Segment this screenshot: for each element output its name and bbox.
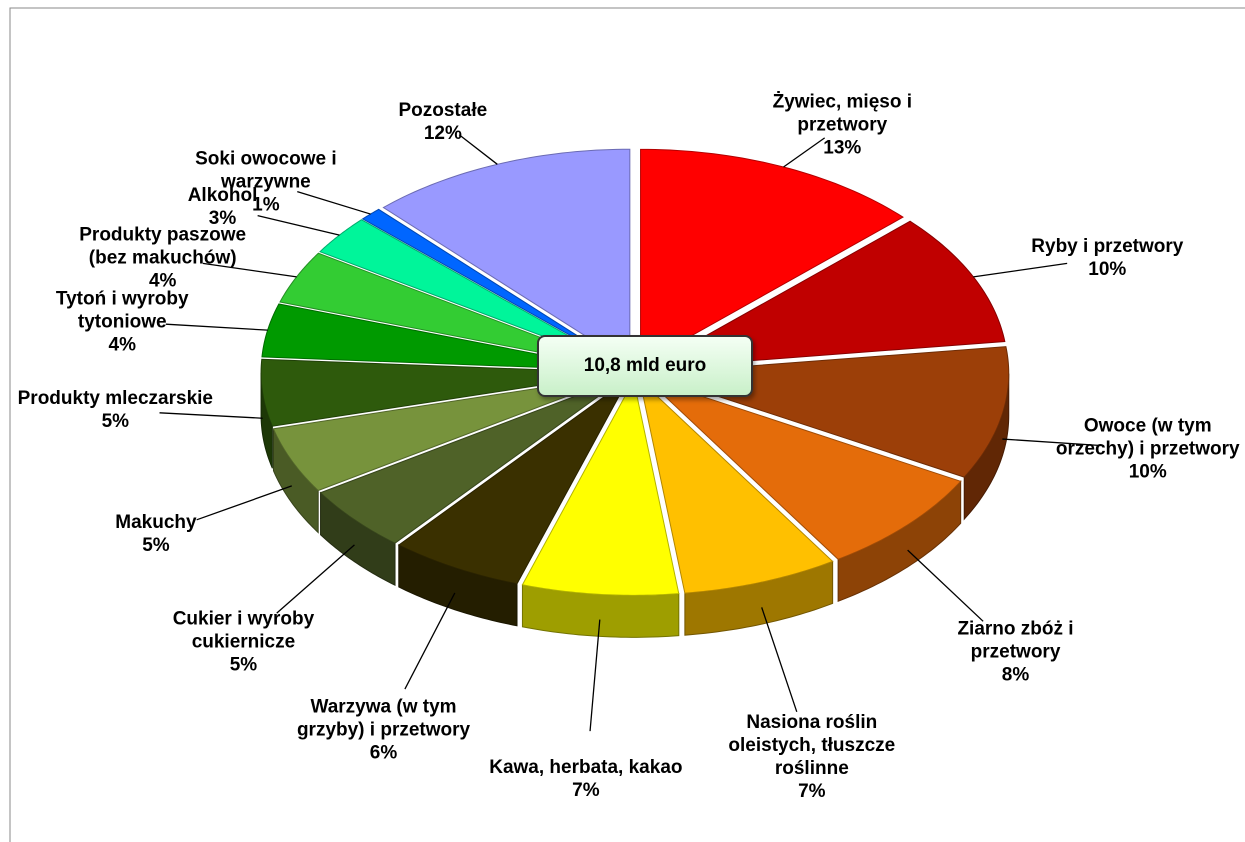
- leader-line: [589, 619, 601, 732]
- leader-line: [159, 412, 263, 419]
- leader-line: [404, 592, 456, 690]
- category-label: Warzywa (w tym grzyby) i przetwory: [296, 696, 471, 741]
- category-label: Makuchy: [115, 512, 197, 534]
- leader-line: [297, 190, 371, 215]
- slice: [644, 377, 962, 560]
- center-annotation: 10,8 mld euro: [537, 335, 753, 397]
- leader-line: [165, 323, 268, 331]
- value-label: 13%: [823, 137, 862, 159]
- slice: [638, 378, 834, 594]
- value-label: 1%: [252, 194, 280, 216]
- leader-line: [973, 262, 1068, 278]
- category-label: Pozostałe: [398, 100, 488, 122]
- category-label: Soki owocowe i warzywne: [195, 148, 337, 193]
- leader-line: [907, 549, 984, 622]
- slice-label: Makuchy 5%: [51, 511, 261, 557]
- slice-label: Tytoń i wyroby tytoniowe 4%: [17, 287, 227, 356]
- slice-label: Ryby i przetwory 10%: [1002, 235, 1212, 281]
- slice-label: Soki owocowe i warzywne 1%: [161, 147, 371, 216]
- slice-label: Kawa, herbata, kakao 7%: [481, 756, 691, 802]
- frame: [9, 7, 1245, 842]
- leader-line: [196, 485, 292, 521]
- category-label: Ziarno zbóż i przetwory: [957, 618, 1074, 663]
- category-label: Ryby i przetwory: [1031, 235, 1184, 257]
- value-label: 3%: [208, 208, 237, 230]
- slice-label: Pozostałe 12%: [338, 99, 548, 145]
- value-label: 8%: [1001, 664, 1030, 686]
- category-label: Produkty mleczarskie: [17, 388, 213, 410]
- category-label: Nasiona roślin oleistych, tłuszcze rośli…: [728, 711, 896, 779]
- slice: [521, 378, 680, 596]
- category-label: Cukier i wyroby cukiernicze: [172, 608, 315, 653]
- slice-label: Produkty paszowe (bez makuchów) 4%: [58, 223, 268, 292]
- value-label: 12%: [423, 123, 462, 145]
- category-label: Kawa, herbata, kakao: [489, 756, 683, 778]
- slice: [640, 148, 904, 366]
- slice: [279, 252, 623, 369]
- slice: [319, 377, 625, 544]
- slice-label: Produkty mleczarskie 5%: [10, 387, 220, 433]
- leader-line: [1002, 438, 1105, 447]
- slice-label: Warzywa (w tym grzyby) i przetwory 6%: [279, 696, 489, 765]
- value-label: 10%: [1128, 461, 1167, 483]
- value-label: 5%: [101, 411, 130, 433]
- value-label: 7%: [572, 779, 600, 801]
- slice: [397, 378, 629, 585]
- value-label: 10%: [1088, 258, 1127, 280]
- leader-line: [458, 134, 498, 165]
- category-label: Tytoń i wyroby tytoniowe: [55, 288, 189, 333]
- slice-label: Cukier i wyroby cukiernicze 5%: [138, 608, 348, 677]
- leader-line: [761, 607, 798, 713]
- slice-label: Alkohol 3%: [118, 184, 328, 230]
- category-label: Alkohol: [187, 185, 258, 207]
- slice: [272, 374, 623, 492]
- leader-line: [276, 544, 355, 614]
- leader-line: [257, 214, 340, 236]
- value-label: 4%: [108, 334, 136, 356]
- slice-label: Żywiec, mięso i przetwory 13%: [737, 91, 947, 160]
- category-label: Żywiec, mięso i przetwory: [772, 91, 912, 136]
- value-label: 7%: [798, 780, 826, 802]
- category-label: Owoce (w tym orzechy) i przetwory: [1055, 415, 1240, 460]
- category-label: Produkty paszowe (bez makuchów): [79, 224, 247, 269]
- slice-label: Nasiona roślin oleistych, tłuszcze rośli…: [707, 711, 917, 803]
- slice: [647, 220, 1006, 369]
- slice: [260, 358, 622, 427]
- value-label: 5%: [142, 535, 170, 557]
- leader-line: [783, 137, 826, 168]
- leader-line: [202, 262, 297, 278]
- value-label: 6%: [369, 742, 398, 764]
- slice-label: Ziarno zbóż i przetwory 8%: [911, 617, 1121, 686]
- sides: [260, 372, 1010, 638]
- slice-label: Owoce (w tym orzechy) i przetwory 10%: [1043, 414, 1245, 483]
- value-label: 5%: [229, 654, 258, 676]
- slice: [261, 303, 622, 371]
- value-label: 4%: [148, 270, 177, 292]
